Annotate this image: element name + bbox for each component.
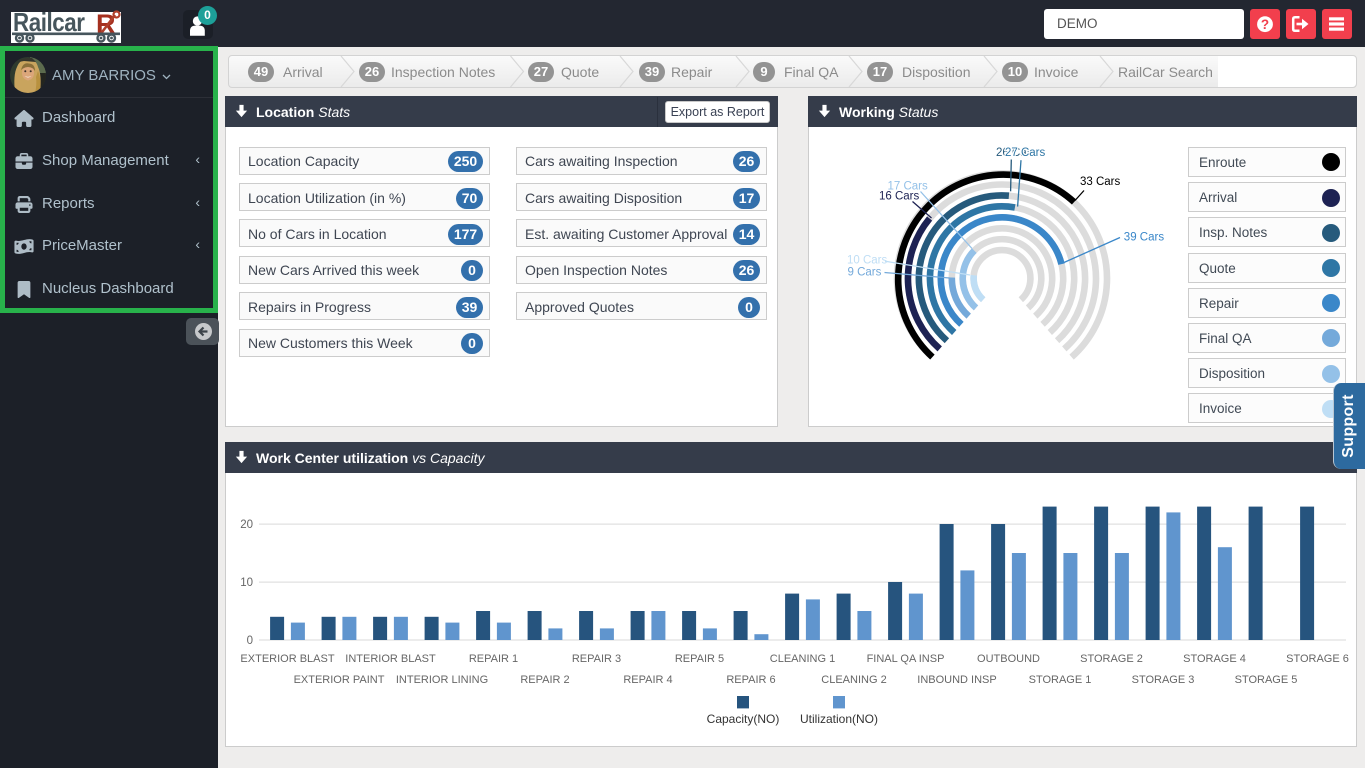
svg-text:CLEANING 1: CLEANING 1	[770, 653, 835, 665]
svg-text:STORAGE 5: STORAGE 5	[1235, 674, 1298, 686]
svg-text:9 Cars: 9 Cars	[848, 267, 882, 279]
svg-text:R: R	[96, 9, 116, 39]
svg-text:EXTERIOR PAINT: EXTERIOR PAINT	[294, 674, 385, 686]
svg-text:INBOUND INSP: INBOUND INSP	[917, 674, 996, 686]
svg-text:STORAGE 1: STORAGE 1	[1029, 674, 1092, 686]
svg-text:STORAGE 6: STORAGE 6	[1286, 653, 1349, 665]
svg-text:REPAIR 1: REPAIR 1	[469, 653, 518, 665]
svg-text:10: 10	[240, 577, 253, 589]
svg-text:STORAGE 2: STORAGE 2	[1080, 653, 1143, 665]
svg-text:26 Cars: 26 Cars	[996, 147, 1037, 159]
svg-text:33 Cars: 33 Cars	[1080, 176, 1121, 188]
svg-text:10 Cars: 10 Cars	[847, 255, 888, 267]
svg-text:CLEANING 2: CLEANING 2	[821, 674, 886, 686]
svg-text:20: 20	[240, 519, 253, 531]
svg-text:Utilization(NO): Utilization(NO)	[800, 712, 878, 726]
svg-text:Capacity(NO): Capacity(NO)	[707, 712, 780, 726]
svg-text:39 Cars: 39 Cars	[1124, 232, 1165, 244]
svg-text:0: 0	[247, 635, 253, 647]
svg-text:REPAIR 2: REPAIR 2	[520, 674, 569, 686]
svg-text:OUTBOUND: OUTBOUND	[977, 653, 1040, 665]
svg-text:REPAIR 5: REPAIR 5	[675, 653, 724, 665]
svg-text:REPAIR 6: REPAIR 6	[726, 674, 775, 686]
svg-text:STORAGE 3: STORAGE 3	[1132, 674, 1195, 686]
svg-text:INTERIOR LINING: INTERIOR LINING	[396, 674, 488, 686]
svg-text:17 Cars: 17 Cars	[888, 181, 929, 193]
svg-text:INTERIOR BLAST: INTERIOR BLAST	[345, 653, 436, 665]
svg-text:REPAIR 3: REPAIR 3	[572, 653, 621, 665]
svg-text:?: ?	[1261, 17, 1269, 32]
svg-text:EXTERIOR BLAST: EXTERIOR BLAST	[240, 653, 334, 665]
svg-text:16 Cars: 16 Cars	[879, 191, 920, 203]
svg-text:STORAGE 4: STORAGE 4	[1183, 653, 1246, 665]
svg-text:27 Cars: 27 Cars	[1005, 147, 1046, 159]
svg-text:FINAL QA INSP: FINAL QA INSP	[867, 653, 945, 665]
svg-text:REPAIR 4: REPAIR 4	[623, 674, 672, 686]
